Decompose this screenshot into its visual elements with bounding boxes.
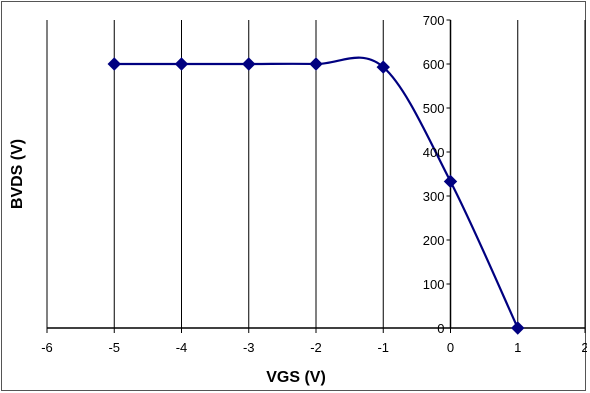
data-point-3: [309, 57, 323, 71]
y-tick-label-7: 700: [423, 13, 445, 28]
x-tick-label-3: -3: [243, 340, 255, 355]
data-point-4: [376, 60, 390, 74]
y-tick-label-5: 500: [423, 101, 445, 116]
x-tick-label-6: 0: [447, 340, 454, 355]
data-point-0: [107, 57, 121, 71]
x-tick-label-2: -4: [176, 340, 188, 355]
x-axis-title: VGS (V): [266, 369, 326, 386]
x-tick-label-7: 1: [514, 340, 521, 355]
y-axis-title: BVDS (V): [9, 139, 26, 209]
y-tick-label-1: 100: [423, 277, 445, 292]
y-tick-label-0: 0: [437, 321, 444, 336]
x-tick-label-1: -5: [108, 340, 120, 355]
x-tick-label-8: 2: [581, 340, 587, 355]
x-tick-label-5: -1: [377, 340, 389, 355]
axis-layer: [46, 19, 586, 333]
data-point-1: [174, 57, 189, 71]
x-tick-label-4: -2: [310, 340, 322, 355]
y-tick-label-4: 400: [423, 145, 445, 160]
y-tick-label-6: 600: [423, 57, 445, 72]
series-layer: [107, 56, 525, 335]
tick-label-layer: -6 -5 -4 -3 -2 -1 0 1 2 0 100 200 300 400 500 600 700: [41, 13, 587, 355]
data-point-2: [242, 57, 256, 71]
y-tick-label-3: 300: [423, 189, 445, 204]
y-tick-label-2: 200: [423, 233, 445, 248]
data-point-5: [443, 174, 458, 189]
data-point-6: [511, 321, 525, 335]
x-tick-label-0: -6: [41, 340, 53, 355]
